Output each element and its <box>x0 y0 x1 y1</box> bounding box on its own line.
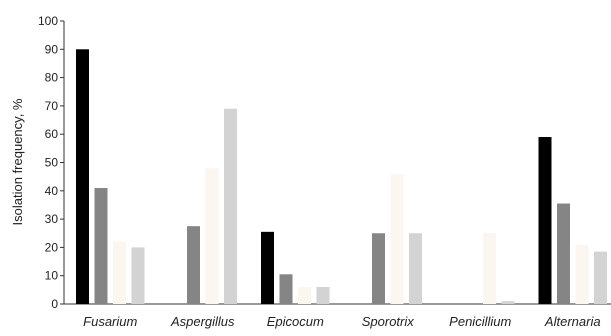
bar-fusarium-series-3 <box>113 241 126 304</box>
bar-epicocum-series-3 <box>298 287 311 304</box>
y-tick-label: 0 <box>51 297 58 311</box>
bars-group <box>76 49 607 304</box>
y-tick-label: 30 <box>45 212 59 226</box>
x-tick-label-fusarium: Fusarium <box>83 314 137 329</box>
bar-fusarium-series-4 <box>131 247 145 304</box>
y-tick-label: 60 <box>45 127 59 141</box>
bar-penicillium-series-4 <box>501 301 515 304</box>
bar-fusarium-series-1 <box>76 49 89 304</box>
bar-alternaria-series-4 <box>594 251 607 304</box>
y-tick-label: 50 <box>45 156 59 170</box>
bar-alternaria-series-1 <box>538 137 552 304</box>
y-tick-label: 90 <box>45 42 59 56</box>
bar-aspergillus-series-2 <box>187 226 200 304</box>
bar-epicocum-series-2 <box>279 274 293 304</box>
bar-aspergillus-series-3 <box>205 168 219 304</box>
bar-fusarium-series-2 <box>94 187 108 304</box>
x-tick-label-epicocum: Epicocum <box>267 314 324 329</box>
x-tick-label-aspergillus: Aspergillus <box>170 314 235 329</box>
x-tick-label-alternaria: Alternaria <box>544 314 601 329</box>
y-tick-labels: 0 10 20 30 40 50 60 70 80 90 100 <box>38 14 64 311</box>
y-tick-label: 100 <box>38 14 58 28</box>
y-tick-label: 20 <box>45 240 59 254</box>
x-tick-labels: Fusarium Aspergillus Epicocum Sporotrix Peni… <box>83 314 600 329</box>
y-axis-title: Isolation frequency, % <box>10 98 25 225</box>
bar-epicocum-series-1 <box>261 231 274 304</box>
y-tick-label: 10 <box>45 269 59 283</box>
bar-alternaria-series-3 <box>575 244 589 304</box>
bar-aspergillus-series-4 <box>224 108 237 304</box>
x-tick-label-sporotrix: Sporotrix <box>362 314 415 329</box>
bar-alternaria-series-2 <box>557 203 570 304</box>
bar-sporotrix-series-3 <box>390 173 404 304</box>
y-tick-label: 40 <box>45 184 59 198</box>
y-tick-label: 80 <box>45 71 59 85</box>
bar-penicillium-series-3 <box>483 233 496 304</box>
bar-epicocum-series-4 <box>316 287 330 304</box>
bar-sporotrix-series-4 <box>409 233 422 304</box>
x-tick-label-penicillium: Penicillium <box>449 314 511 329</box>
bar-sporotrix-series-2 <box>372 233 385 304</box>
y-tick-label: 70 <box>45 99 59 113</box>
